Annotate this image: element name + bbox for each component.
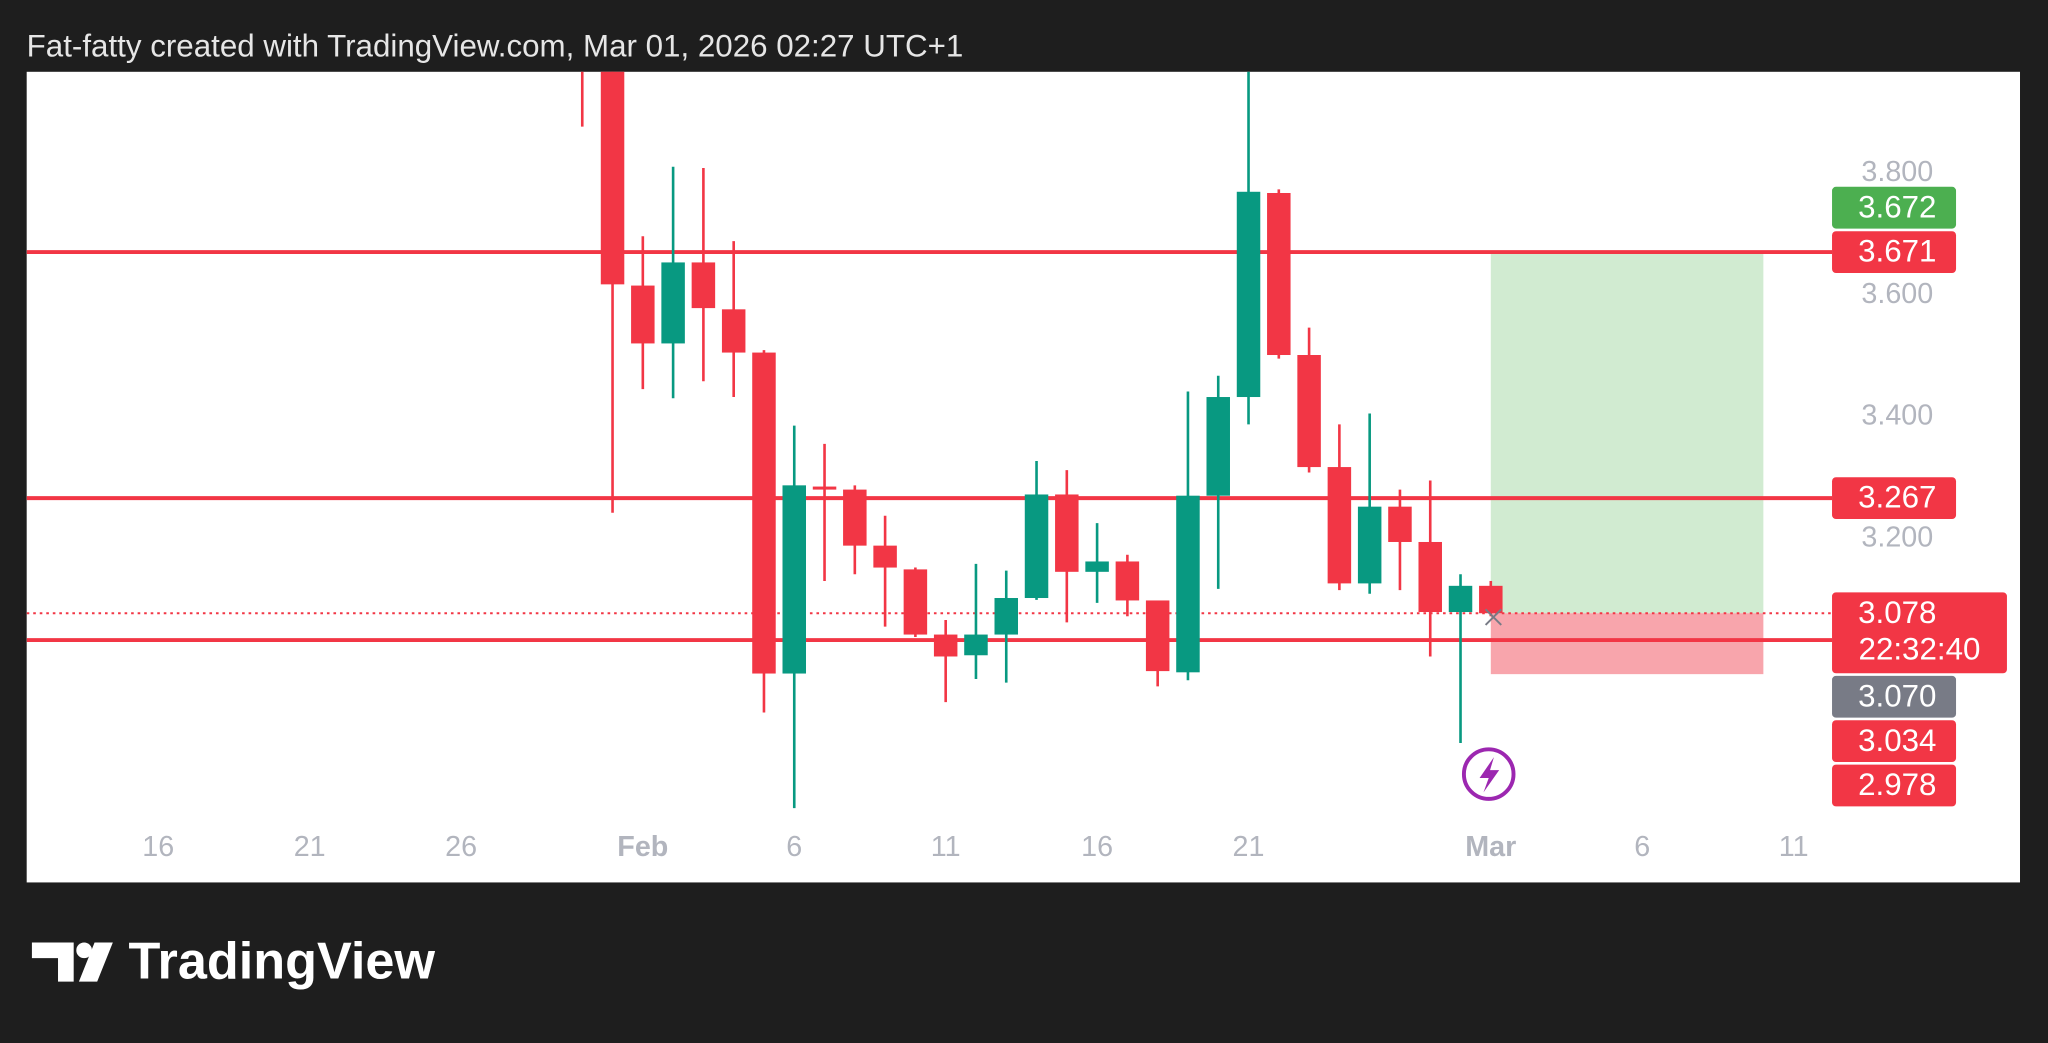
logo: TradingView	[31, 932, 436, 990]
price-label: 2.978	[1858, 767, 1936, 802]
price-label-box	[1832, 231, 1957, 273]
loss-zone	[1490, 613, 1764, 675]
x-tick-label: 11	[931, 831, 961, 863]
x-tick-label: 26	[445, 831, 477, 863]
price-label-box	[1832, 675, 1957, 718]
price-label: 3.070	[1858, 678, 1936, 713]
candle-body	[1055, 494, 1079, 572]
candle-body	[631, 285, 655, 344]
price-label-box	[1832, 592, 2007, 674]
candle-body	[1357, 506, 1382, 584]
price-label-box	[1832, 764, 1957, 807]
logo-mark	[31, 942, 74, 982]
x-tick-label: Mar	[1465, 831, 1516, 863]
candle-body	[964, 634, 988, 656]
header-text: Fat-fatty created with TradingView.com, …	[27, 29, 964, 64]
candle-body	[994, 598, 1018, 635]
candle-body	[933, 634, 958, 657]
candle-body	[1115, 561, 1140, 601]
candle-body	[600, 71, 625, 285]
candle-body	[782, 485, 807, 674]
candle-body	[661, 262, 685, 344]
candle-body	[1236, 191, 1261, 398]
plot	[26, 71, 1833, 809]
candle-body	[1479, 585, 1503, 614]
candle-body	[873, 545, 897, 568]
y-tick-label: 3.200	[1861, 522, 1933, 554]
price-label: 3.672	[1858, 189, 1936, 224]
candle-body	[1418, 541, 1442, 613]
x-tick-label: 16	[142, 831, 174, 863]
candle-body	[1448, 585, 1473, 613]
profit-zone	[1490, 251, 1764, 614]
candle-body	[1206, 397, 1230, 496]
candle-body	[752, 352, 776, 674]
candle-body	[812, 486, 837, 490]
countdown: 22:32:40	[1859, 631, 1981, 666]
candle-body	[843, 489, 867, 546]
price-label: 3.034	[1858, 723, 1936, 758]
candle-body	[1388, 506, 1412, 542]
candle-body	[1176, 495, 1200, 673]
candle-body	[1327, 467, 1352, 584]
x-tick-label: Feb	[617, 831, 668, 863]
x-tick-label: 11	[1779, 831, 1809, 863]
y-tick-label: 3.800	[1861, 156, 1933, 188]
x-tick-label: 6	[786, 831, 802, 863]
candle-body	[1145, 600, 1170, 672]
y-tick-label: 3.600	[1861, 278, 1933, 310]
logo-dot	[76, 942, 92, 959]
x-tick-label: 21	[294, 831, 326, 863]
price-label-box	[1832, 477, 1957, 520]
x-tick-label: 21	[1233, 831, 1265, 863]
logo-text: TradingView	[129, 932, 436, 990]
event-bolt	[1479, 757, 1500, 793]
candle-body	[1297, 355, 1321, 468]
price-label-box	[1832, 720, 1957, 763]
price-label-box	[1832, 186, 1957, 229]
candle-body	[691, 262, 716, 309]
crosshair	[1484, 608, 1502, 626]
price-label: 3.267	[1858, 480, 1936, 515]
candle-body	[1024, 494, 1049, 599]
y-tick-label: 3.400	[1861, 400, 1933, 432]
x-tick-label: 16	[1081, 831, 1113, 863]
candle-body	[1085, 561, 1109, 572]
logo-mark	[78, 942, 113, 982]
candle-body	[721, 309, 746, 353]
candle-body	[903, 569, 928, 635]
price-label: 3.078	[1858, 595, 1936, 630]
price-label: 3.671	[1858, 234, 1936, 269]
x-tick-label: 6	[1634, 831, 1650, 863]
candle-body	[1267, 192, 1291, 356]
